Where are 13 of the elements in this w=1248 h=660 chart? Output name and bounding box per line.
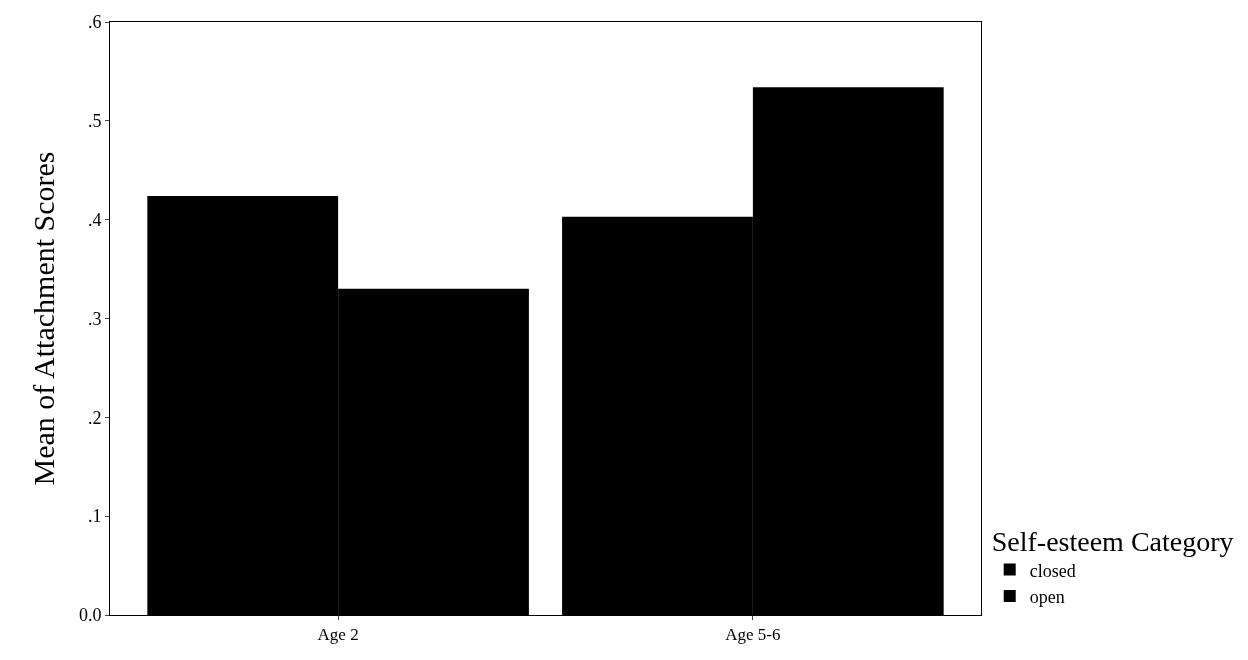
y-tick-label: .6 xyxy=(87,12,102,33)
x-tick-label: Age 2 xyxy=(317,625,359,645)
legend-label: open xyxy=(1029,587,1065,608)
y-tick-label: .3 xyxy=(87,308,102,329)
y-tick-label: .5 xyxy=(87,111,102,132)
y-tick-label: .2 xyxy=(87,407,102,428)
x-tick-label: Age 5-6 xyxy=(725,625,781,645)
y-axis-title: Mean of Attachment Scores xyxy=(26,151,60,486)
legend-title: Self-esteem Category xyxy=(991,526,1234,558)
legend-label: closed xyxy=(1029,560,1076,581)
y-tick-label: .1 xyxy=(87,506,102,527)
y-tick-label: 0.0 xyxy=(78,605,102,626)
y-tick-label: .4 xyxy=(87,209,102,230)
